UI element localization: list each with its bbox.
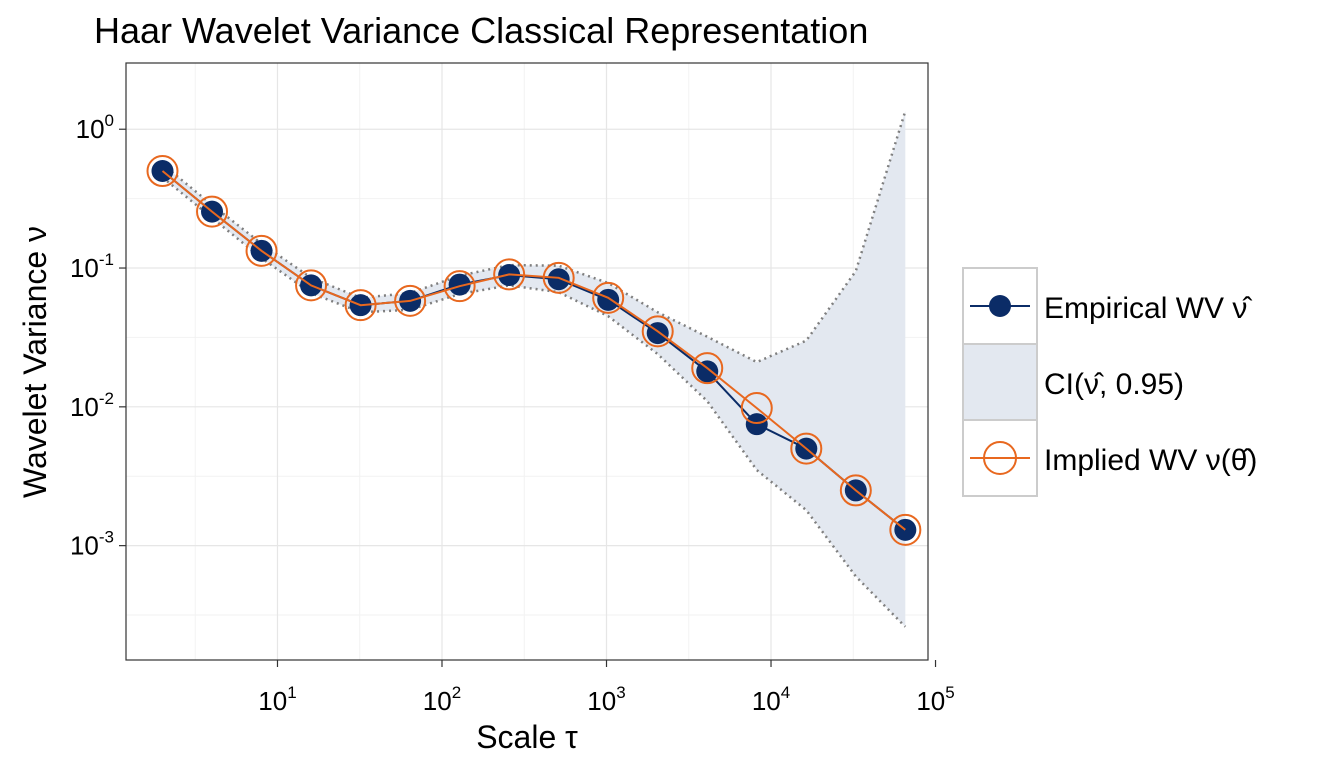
implied-wv-point <box>443 270 476 303</box>
major-grid <box>126 63 928 660</box>
y-axis: 100 10-1 10-2 10-3 <box>70 111 126 561</box>
legend-box-ci <box>962 343 1038 421</box>
x-tick-label: 105 <box>916 683 954 716</box>
ci-upper-bound-line <box>161 110 907 364</box>
implied-wv-point <box>394 284 427 317</box>
implied-wv-point <box>146 155 179 188</box>
x-tick-label: 103 <box>587 683 625 716</box>
legend-label-ci: CI(ν̂, 0.95) <box>1044 368 1184 401</box>
implied-wv-line <box>161 170 906 531</box>
implied-wv-point <box>839 474 872 507</box>
y-tick-label: 10-2 <box>70 389 114 422</box>
implied-wv-point <box>691 352 724 385</box>
x-tick-label: 102 <box>423 683 461 716</box>
y-tick-label: 10-3 <box>70 528 114 561</box>
x-axis: 101 102 103 104 105 <box>258 660 955 716</box>
implied-wv-point <box>641 315 674 348</box>
empirical-wv-point <box>894 518 917 541</box>
ci-lower-bound-line <box>161 176 907 628</box>
empirical-wv-point <box>448 273 471 296</box>
legend-label-implied: Implied WV ν(θ̂) <box>1044 444 1257 477</box>
implied-wv-point <box>196 195 229 228</box>
ci-band-layer <box>161 110 907 628</box>
x-tick-label: 101 <box>258 683 296 716</box>
implied-wv-point <box>295 269 328 302</box>
legend-key-empirical-point <box>989 295 1011 317</box>
empirical-wv-point <box>547 268 570 291</box>
x-tick-label: 104 <box>752 683 790 716</box>
legend: Empirical WV ν̂ CI(ν̂, 0.95) Implied WV … <box>962 267 1257 497</box>
empirical-wv-point <box>745 413 768 436</box>
y-tick-label: 10-1 <box>70 250 114 283</box>
implied-wv-point <box>245 234 278 267</box>
y-axis-label: Wavelet Variance ν <box>17 226 53 498</box>
implied-series-layer <box>146 155 922 546</box>
implied-wv-point <box>592 281 625 314</box>
implied-wv-point <box>344 289 377 322</box>
implied-wv-point <box>740 392 773 425</box>
legend-label-empirical: Empirical WV ν̂ <box>1044 292 1252 325</box>
implied-wv-point <box>493 258 526 291</box>
x-axis-label: Scale τ <box>476 719 578 755</box>
legend-key-implied-point <box>983 441 1017 475</box>
empirical-wv-point <box>696 360 719 383</box>
chart-title: Haar Wavelet Variance Classical Represen… <box>94 10 869 51</box>
y-tick-label: 100 <box>76 111 114 144</box>
implied-wv-point <box>542 261 575 294</box>
ci-band <box>162 111 906 627</box>
implied-wv-point <box>889 513 922 546</box>
implied-wv-point <box>790 432 823 465</box>
empirical-wv-point <box>597 288 620 311</box>
panel-border <box>125 62 929 661</box>
